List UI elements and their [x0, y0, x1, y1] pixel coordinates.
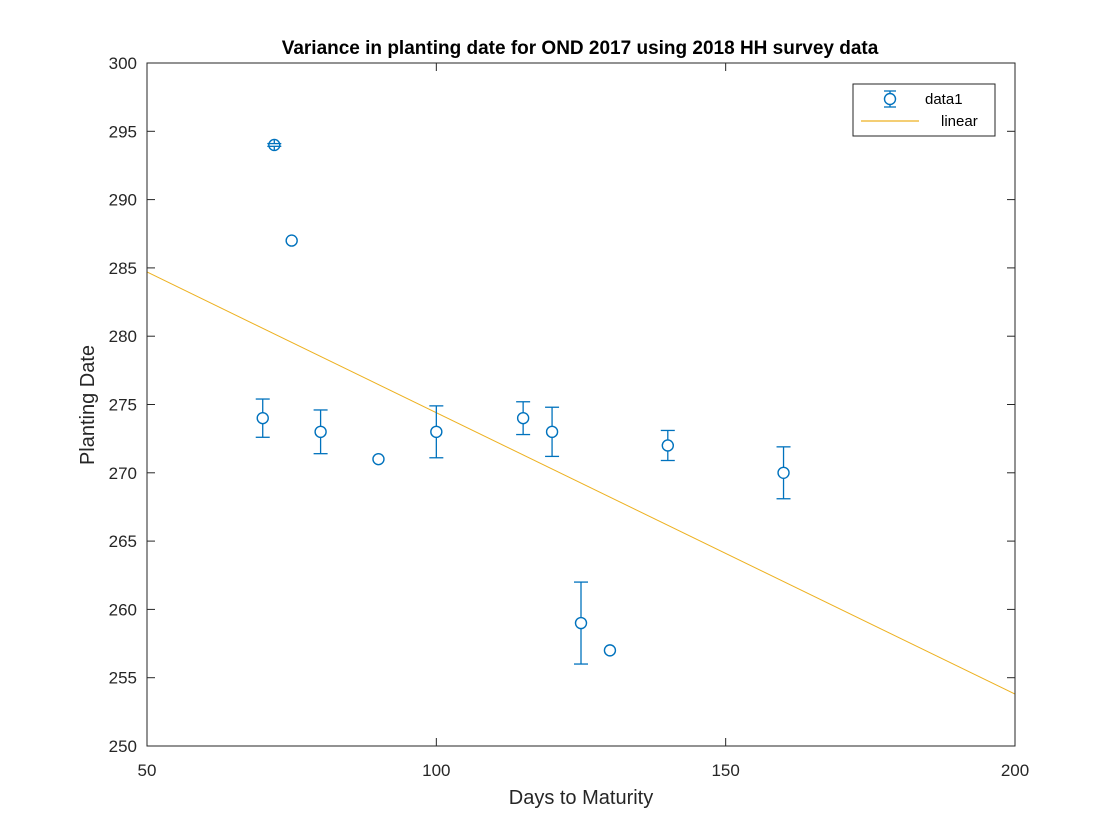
data-point-1: [255, 398, 270, 438]
data-point-3: [285, 234, 298, 247]
linear-fit-line: [147, 271, 1015, 695]
data-marker: [574, 616, 588, 630]
legend-label-linear: linear: [941, 113, 978, 130]
y-tick-label: 290: [109, 191, 137, 210]
data-point-12: [776, 446, 791, 500]
y-tick-label: 270: [109, 464, 137, 483]
data-point-4: [313, 409, 328, 455]
plot-layer: [147, 138, 1015, 695]
legend-marker: [883, 92, 897, 106]
y-tick-label: 255: [109, 669, 137, 688]
data-point-5: [372, 452, 385, 466]
data-marker: [545, 425, 559, 439]
y-tick-label: 260: [109, 600, 137, 619]
x-tick-label: 100: [422, 761, 450, 780]
axes: 50 100 150 200 250 255 260 265 270 275 280 285 290 29…: [109, 54, 1030, 780]
x-tick-label: 150: [711, 761, 739, 780]
data-point-8: [545, 406, 560, 458]
data-marker: [777, 466, 790, 479]
data-marker: [372, 452, 385, 466]
legend-label-data1: data1: [925, 91, 963, 108]
data-marker: [603, 644, 617, 657]
legend-box: [852, 83, 996, 137]
data-marker: [285, 234, 298, 247]
y-tick-label: 300: [109, 54, 137, 73]
data-marker: [430, 425, 443, 439]
y-tick-label: 250: [109, 737, 137, 756]
y-tick-label: 280: [109, 327, 137, 346]
data-marker: [516, 411, 530, 425]
data-point-11: [660, 429, 675, 462]
legend-swatch-data1: [883, 90, 897, 108]
y-axis-label: Planting Date: [77, 345, 99, 465]
x-axis-label: Days to Maturity: [509, 787, 653, 809]
chart-title: Variance in planting date for OND 2017 u…: [282, 38, 879, 59]
data-point-6: [429, 405, 444, 459]
y-tick-label: 265: [109, 532, 137, 551]
data-marker: [314, 425, 327, 439]
data-point-2: [267, 138, 282, 152]
x-tick-label: 50: [138, 761, 157, 780]
y-tick-label: 295: [109, 122, 137, 141]
data-marker: [268, 138, 281, 152]
legend: data1 linear: [852, 83, 996, 137]
data-marker: [661, 439, 674, 452]
y-tick-label: 275: [109, 396, 137, 415]
data-marker: [256, 411, 269, 425]
x-tick-label: 200: [1001, 761, 1029, 780]
data-point-9: [574, 581, 588, 665]
data-point-7: [516, 401, 531, 436]
data-point-10: [603, 644, 617, 657]
y-tick-label: 285: [109, 259, 137, 278]
